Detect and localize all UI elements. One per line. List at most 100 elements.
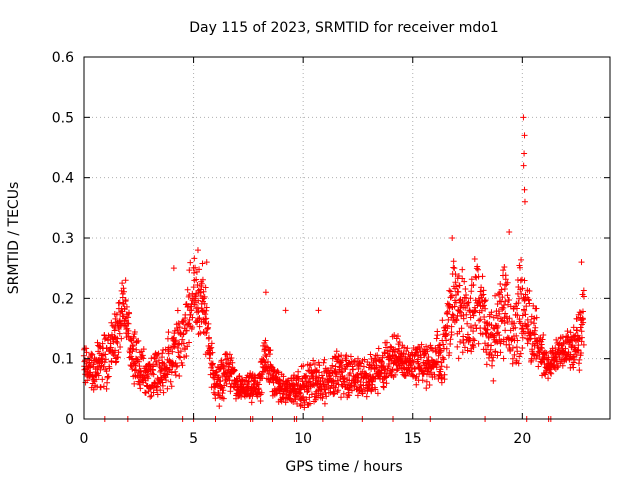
data-point [470, 336, 477, 343]
data-point [464, 320, 471, 327]
data-point [172, 372, 179, 379]
data-point [209, 349, 216, 356]
data-point [159, 382, 166, 389]
data-point [191, 269, 198, 276]
data-point [533, 305, 540, 312]
data-point [535, 363, 542, 370]
data-point [575, 335, 582, 342]
data-point [461, 294, 468, 301]
data-point [520, 114, 527, 121]
data-point [180, 340, 187, 347]
data-point [262, 289, 269, 296]
data-point [165, 350, 172, 357]
data-point [543, 350, 550, 357]
data-point [119, 280, 126, 287]
data-point [351, 358, 358, 365]
data-point [289, 382, 296, 389]
data-point [202, 320, 209, 327]
data-point [512, 324, 519, 331]
data-point [444, 308, 451, 315]
data-point [208, 344, 215, 351]
data-point [357, 381, 364, 388]
data-point [220, 395, 227, 402]
data-point [274, 368, 281, 375]
data-point [231, 367, 238, 374]
data-point [374, 352, 381, 359]
data-point [480, 302, 487, 309]
data-point [206, 355, 213, 362]
data-point [391, 349, 398, 356]
data-point [199, 260, 206, 267]
y-tick-label: 0.6 [52, 50, 74, 66]
data-point [145, 388, 152, 395]
data-point [521, 132, 528, 139]
data-point [302, 373, 309, 380]
data-point [439, 317, 446, 324]
data-point [194, 247, 201, 254]
data-point [275, 369, 282, 376]
data-point [180, 330, 187, 337]
data-point [389, 366, 396, 373]
data-point [258, 389, 265, 396]
data-point [383, 339, 390, 346]
data-point [153, 384, 160, 391]
data-point [140, 346, 147, 353]
data-point [136, 381, 143, 388]
data-point [502, 327, 509, 334]
data-point [147, 393, 154, 400]
data-point [223, 350, 230, 357]
data-point [203, 329, 210, 336]
y-tick-label: 0.2 [52, 291, 74, 307]
data-point [252, 374, 259, 381]
x-tick-label: 20 [513, 431, 531, 447]
data-point [456, 282, 463, 289]
data-point [456, 308, 463, 315]
data-point [521, 186, 528, 193]
data-point [394, 366, 401, 373]
data-point [154, 383, 161, 390]
data-point [475, 340, 482, 347]
data-point [117, 344, 124, 351]
data-point [112, 347, 119, 354]
data-point [426, 382, 433, 389]
data-point [514, 312, 521, 319]
data-point [175, 320, 182, 327]
data-point [201, 293, 208, 300]
data-point [496, 332, 503, 339]
data-point [115, 349, 122, 356]
data-point [373, 362, 380, 369]
data-point [109, 322, 116, 329]
data-point [106, 365, 113, 372]
data-point [94, 339, 101, 346]
data-point [179, 336, 186, 343]
data-point [133, 366, 140, 373]
y-tick-label: 0 [65, 412, 74, 428]
data-point [343, 357, 350, 364]
data-point [579, 316, 586, 323]
data-point [133, 346, 140, 353]
data-point [530, 351, 537, 358]
data-point [392, 371, 399, 378]
data-point [271, 366, 278, 373]
data-point [427, 342, 434, 349]
data-point [452, 271, 459, 278]
data-point [338, 352, 345, 359]
data-point [412, 366, 419, 373]
data-point [511, 351, 518, 358]
data-point [419, 377, 426, 384]
data-point [564, 328, 571, 335]
data-point [453, 292, 460, 299]
data-point [516, 316, 523, 323]
data-point [540, 331, 547, 338]
data-point [531, 327, 538, 334]
data-point [160, 346, 167, 353]
data-point [130, 335, 137, 342]
data-point [440, 356, 447, 363]
data-point [96, 343, 103, 350]
data-point [386, 361, 393, 368]
data-point [205, 320, 212, 327]
data-point [497, 349, 504, 356]
data-point [347, 353, 354, 360]
data-point [228, 355, 235, 362]
